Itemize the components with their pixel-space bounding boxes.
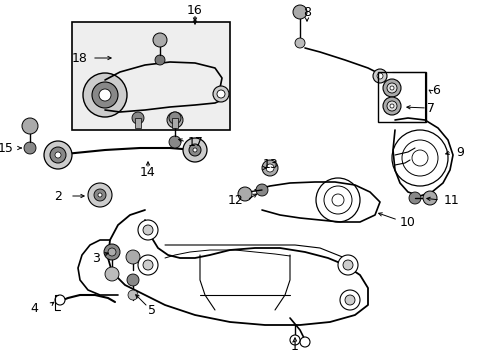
Text: 7: 7	[426, 102, 434, 114]
Circle shape	[382, 97, 400, 115]
Circle shape	[132, 112, 143, 124]
Circle shape	[55, 152, 61, 158]
Circle shape	[376, 73, 382, 79]
Circle shape	[153, 33, 167, 47]
Circle shape	[99, 89, 111, 101]
Text: 17: 17	[187, 135, 203, 148]
FancyBboxPatch shape	[135, 118, 141, 128]
Text: 16: 16	[187, 4, 203, 17]
Circle shape	[142, 260, 153, 270]
Circle shape	[169, 136, 181, 148]
Circle shape	[88, 183, 112, 207]
Circle shape	[339, 290, 359, 310]
Circle shape	[44, 141, 72, 169]
Text: 10: 10	[399, 216, 415, 229]
Text: 15: 15	[0, 141, 14, 154]
Circle shape	[22, 118, 38, 134]
Circle shape	[142, 225, 153, 235]
Text: 2: 2	[54, 189, 62, 202]
Circle shape	[217, 90, 224, 98]
Circle shape	[128, 290, 138, 300]
Text: 5: 5	[148, 303, 156, 316]
Circle shape	[389, 86, 393, 90]
Text: 4: 4	[30, 302, 38, 315]
Circle shape	[289, 335, 299, 345]
Circle shape	[389, 104, 393, 108]
Circle shape	[104, 244, 120, 260]
Text: 9: 9	[455, 145, 463, 158]
Circle shape	[411, 150, 427, 166]
Circle shape	[108, 248, 116, 256]
Circle shape	[50, 147, 66, 163]
Circle shape	[126, 250, 140, 264]
Circle shape	[265, 164, 273, 172]
Circle shape	[92, 82, 118, 108]
Text: 8: 8	[303, 5, 310, 18]
Circle shape	[422, 191, 436, 205]
Circle shape	[331, 194, 343, 206]
Circle shape	[386, 101, 396, 111]
FancyBboxPatch shape	[172, 118, 178, 128]
Circle shape	[189, 144, 201, 156]
Circle shape	[193, 148, 197, 152]
Circle shape	[169, 112, 181, 124]
Bar	[377, 72, 425, 122]
Circle shape	[408, 192, 420, 204]
Circle shape	[382, 79, 400, 97]
Text: 6: 6	[431, 84, 439, 96]
Text: 1: 1	[290, 341, 298, 354]
Circle shape	[337, 255, 357, 275]
Circle shape	[342, 260, 352, 270]
Circle shape	[55, 295, 65, 305]
Circle shape	[294, 38, 305, 48]
Circle shape	[167, 112, 183, 128]
Circle shape	[372, 69, 386, 83]
Circle shape	[183, 138, 206, 162]
Circle shape	[386, 83, 396, 93]
Circle shape	[345, 295, 354, 305]
Circle shape	[256, 184, 267, 196]
Circle shape	[24, 142, 36, 154]
Circle shape	[262, 160, 278, 176]
Text: 13: 13	[263, 158, 278, 171]
Circle shape	[155, 55, 164, 65]
Bar	[72, 22, 229, 130]
Circle shape	[127, 274, 139, 286]
Circle shape	[138, 255, 158, 275]
Text: 3: 3	[92, 252, 100, 265]
Text: 14: 14	[140, 166, 156, 179]
Circle shape	[83, 73, 127, 117]
Circle shape	[292, 5, 306, 19]
Circle shape	[299, 337, 309, 347]
Circle shape	[94, 189, 106, 201]
Text: 11: 11	[443, 194, 459, 207]
Circle shape	[98, 193, 102, 197]
Text: 18: 18	[72, 51, 88, 64]
Circle shape	[238, 187, 251, 201]
Circle shape	[138, 220, 158, 240]
Circle shape	[213, 86, 228, 102]
Circle shape	[105, 267, 119, 281]
Text: 12: 12	[227, 194, 243, 207]
